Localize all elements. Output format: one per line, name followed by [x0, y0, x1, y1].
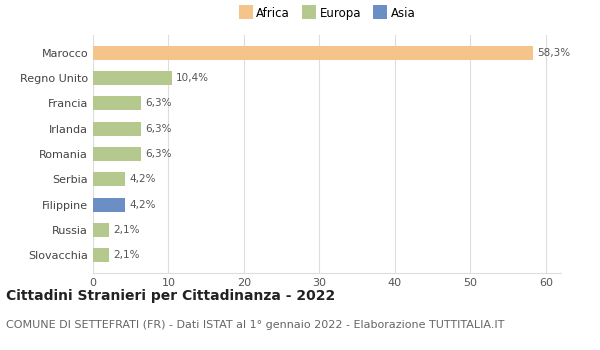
- Bar: [93, 122, 140, 136]
- Text: 6,3%: 6,3%: [145, 124, 172, 134]
- Bar: [93, 147, 140, 161]
- Bar: [93, 223, 109, 237]
- Legend: Africa, Europa, Asia: Africa, Europa, Asia: [234, 2, 420, 24]
- Text: COMUNE DI SETTEFRATI (FR) - Dati ISTAT al 1° gennaio 2022 - Elaborazione TUTTITA: COMUNE DI SETTEFRATI (FR) - Dati ISTAT a…: [6, 320, 505, 330]
- Text: 58,3%: 58,3%: [538, 48, 571, 58]
- Text: 4,2%: 4,2%: [129, 199, 156, 210]
- Bar: [93, 46, 533, 60]
- Text: 2,1%: 2,1%: [113, 225, 140, 235]
- Bar: [93, 71, 172, 85]
- Text: 6,3%: 6,3%: [145, 98, 172, 108]
- Bar: [93, 97, 140, 110]
- Text: 2,1%: 2,1%: [113, 250, 140, 260]
- Text: 10,4%: 10,4%: [176, 73, 209, 83]
- Bar: [93, 172, 125, 186]
- Text: 6,3%: 6,3%: [145, 149, 172, 159]
- Bar: [93, 198, 125, 211]
- Text: 4,2%: 4,2%: [129, 174, 156, 184]
- Text: Cittadini Stranieri per Cittadinanza - 2022: Cittadini Stranieri per Cittadinanza - 2…: [6, 289, 335, 303]
- Bar: [93, 248, 109, 262]
